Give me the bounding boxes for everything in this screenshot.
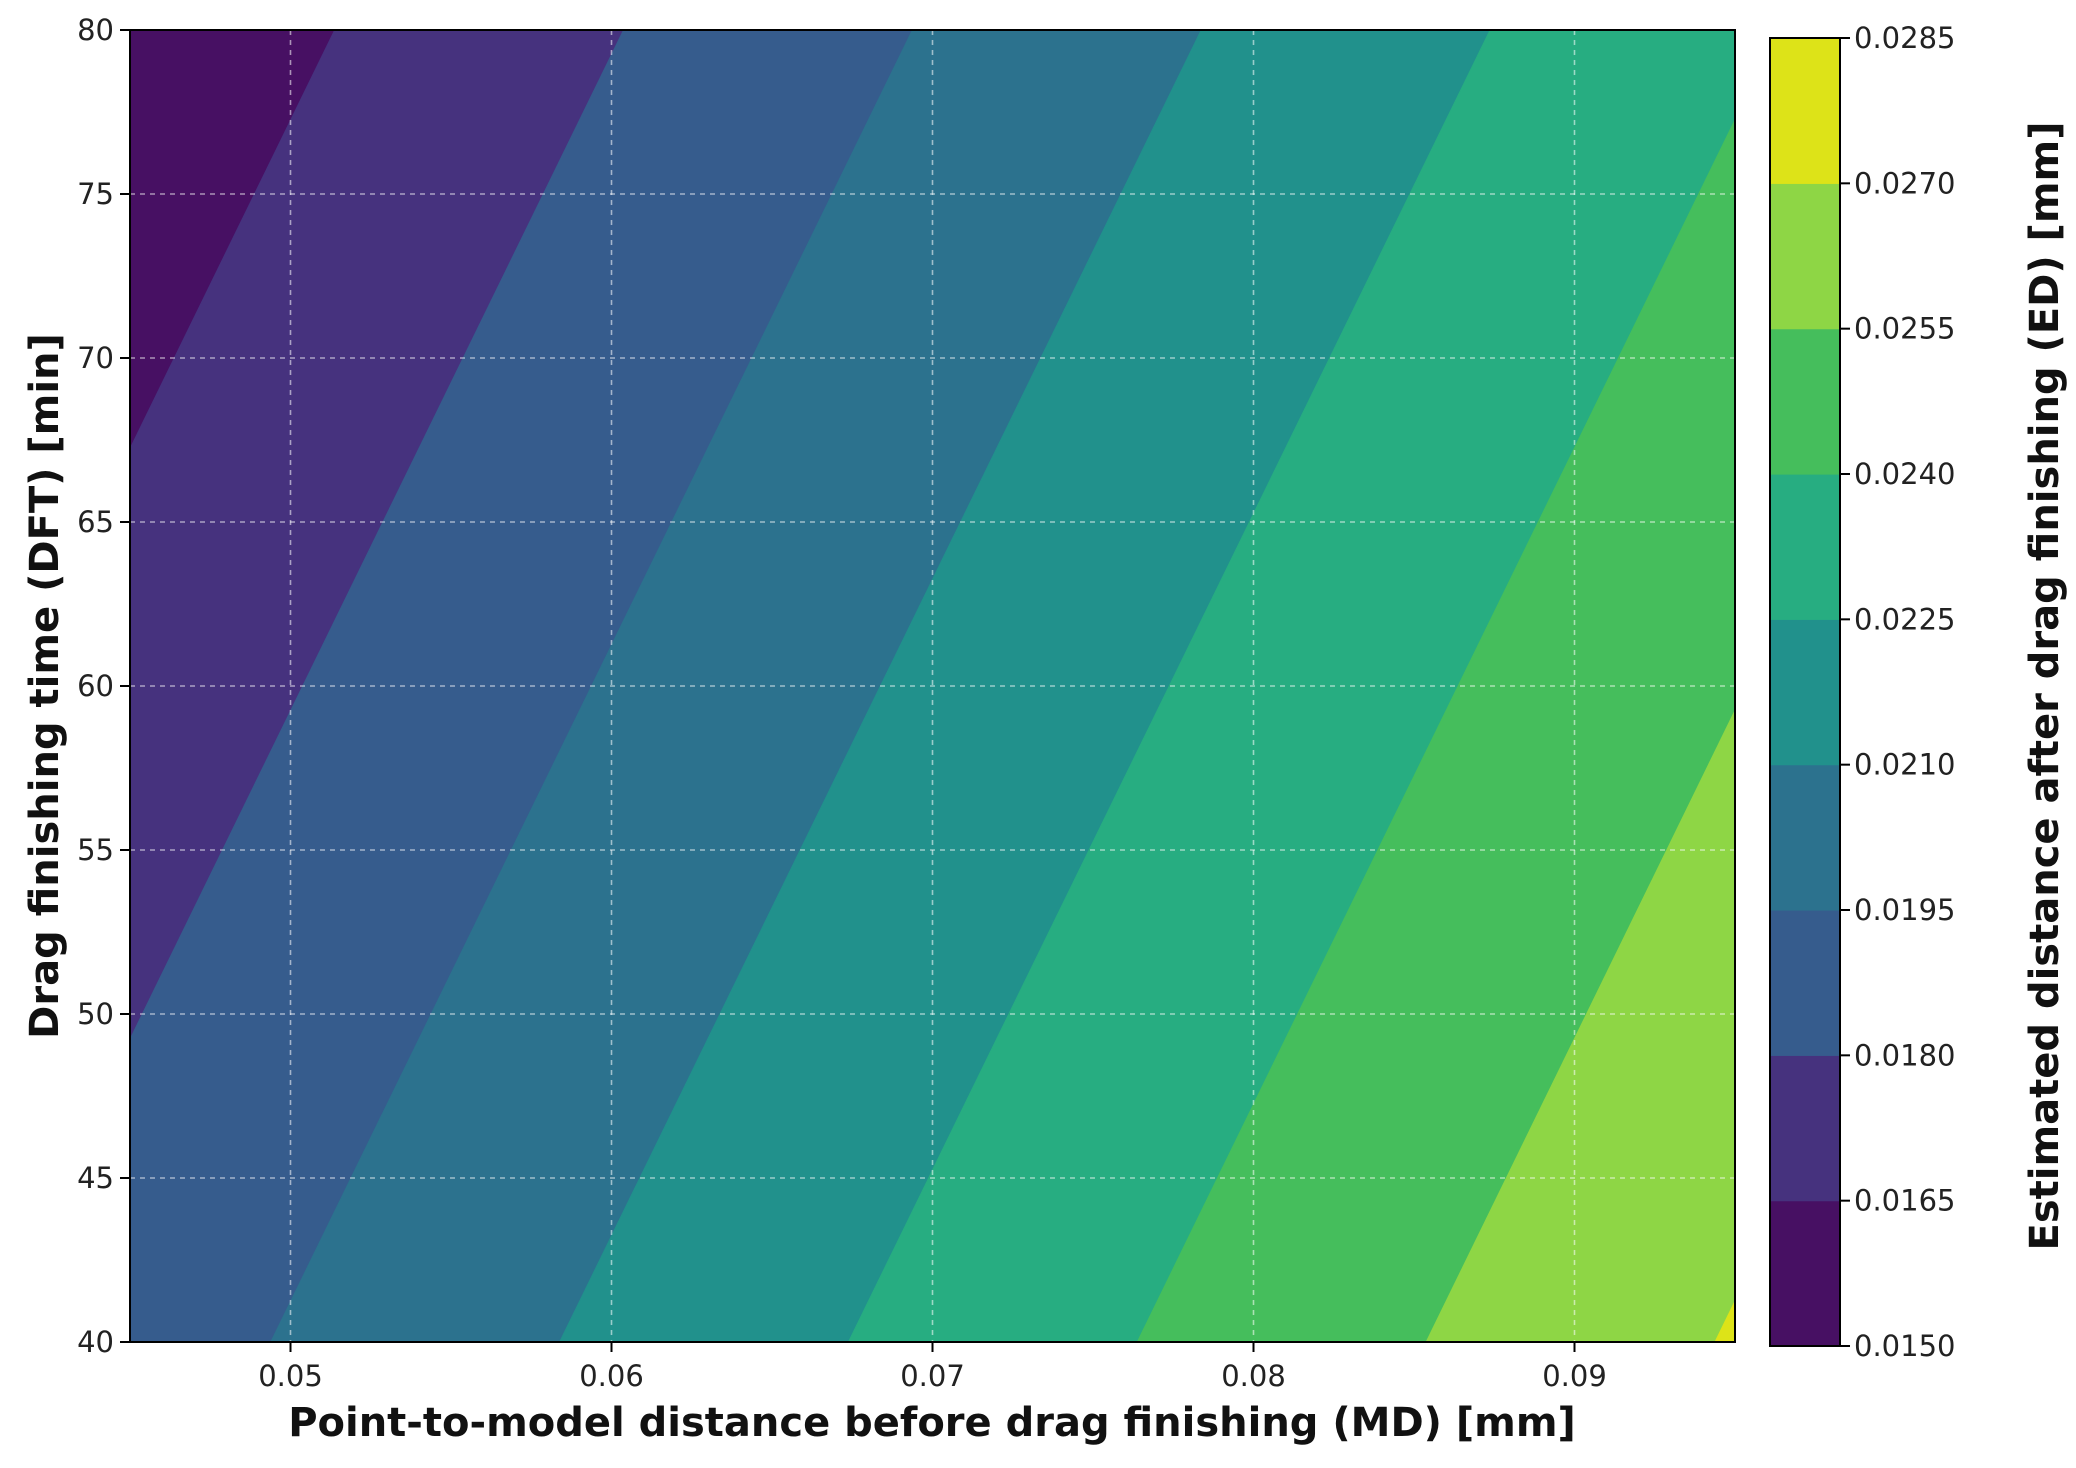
x-tick-label: 0.08 — [1221, 1359, 1286, 1393]
colorbar-tick-label: 0.0165 — [1854, 1184, 1955, 1218]
x-axis-label: Point-to-model distance before drag fini… — [288, 1400, 1576, 1446]
colorbar-band — [1770, 183, 1840, 330]
colorbar-frame — [1769, 37, 1841, 1347]
y-tick-label: 60 — [77, 669, 114, 703]
x-tick-label: 0.06 — [579, 1359, 644, 1393]
y-axis-ticks: 40 45 50 55 60 65 70 75 80 — [77, 13, 130, 1359]
colorbar-tick-label: 0.0150 — [1854, 1329, 1955, 1363]
colorbar-tick-label: 0.0240 — [1854, 457, 1955, 491]
colorbar: 0.0150 0.0165 0.0180 0.0195 0.0210 0.0225 0.02… — [1769, 21, 1955, 1363]
colorbar-tick-label: 0.0225 — [1854, 602, 1955, 636]
colorbar-band — [1770, 764, 1840, 911]
x-axis-ticks: 0.05 0.06 0.07 0.08 0.09 — [258, 1342, 1607, 1393]
y-tick-label: 75 — [77, 177, 114, 211]
y-tick-label: 45 — [77, 1161, 114, 1195]
colorbar-tick-label: 0.0270 — [1854, 166, 1955, 200]
grid-lines — [130, 30, 1735, 1342]
x-tick-label: 0.05 — [258, 1359, 323, 1393]
x-tick-label: 0.07 — [900, 1359, 965, 1393]
colorbar-band — [1770, 619, 1840, 766]
y-tick-label: 40 — [77, 1325, 114, 1359]
y-axis-label: Drag finishing time (DFT) [min] — [22, 333, 68, 1039]
colorbar-tick-label: 0.0255 — [1854, 312, 1955, 346]
colorbar-band — [1770, 1200, 1840, 1347]
contour-band — [1136, 119, 1735, 1342]
contour-band — [1714, 1300, 1735, 1342]
y-tick-label: 50 — [77, 997, 114, 1031]
y-tick-label: 55 — [77, 833, 114, 867]
colorbar-band — [1770, 38, 1840, 184]
y-tick-label: 65 — [77, 505, 114, 539]
colorbar-band — [1770, 1055, 1840, 1202]
colorbar-band — [1770, 910, 1840, 1056]
contour-band — [1425, 710, 1735, 1342]
y-tick-label: 70 — [77, 341, 114, 375]
x-tick-label: 0.09 — [1542, 1359, 1607, 1393]
y-tick-label: 80 — [77, 13, 114, 47]
colorbar-label: Estimated distance after drag finishing … — [2022, 122, 2068, 1251]
colorbar-band — [1770, 328, 1840, 475]
colorbar-tick-label: 0.0195 — [1854, 893, 1955, 927]
colorbar-band — [1770, 474, 1840, 620]
colorbar-tick-label: 0.0180 — [1854, 1038, 1955, 1072]
colorbar-tick-label: 0.0210 — [1854, 748, 1955, 782]
colorbar-tick-label: 0.0285 — [1854, 21, 1955, 55]
